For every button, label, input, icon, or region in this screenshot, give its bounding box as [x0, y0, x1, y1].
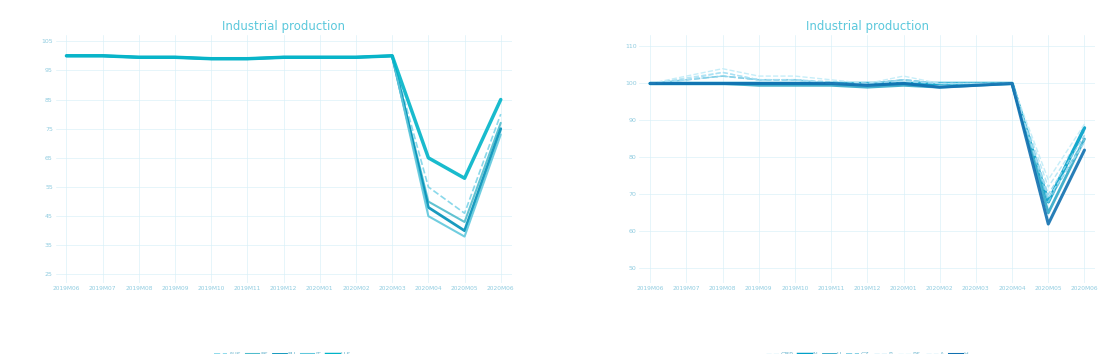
Title: Industrial production: Industrial production: [222, 20, 345, 33]
Legend: GBP, N, U, CZ, R, RS, A, H: GBP, N, U, CZ, R, RS, A, H: [764, 349, 971, 354]
Legend: AUS, ES, EU, IT, U.S.: AUS, ES, EU, IT, U.S.: [211, 349, 356, 354]
Title: Industrial production: Industrial production: [806, 20, 929, 33]
